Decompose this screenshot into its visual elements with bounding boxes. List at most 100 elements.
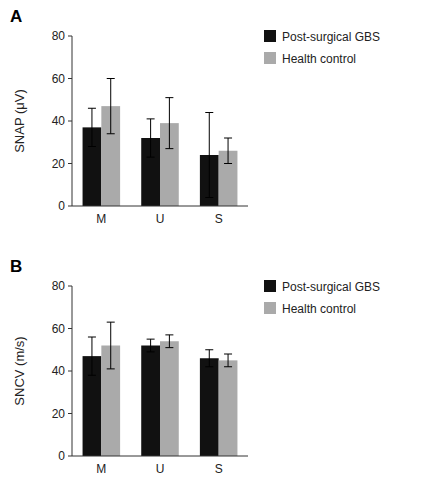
bars xyxy=(83,322,238,456)
error-cap xyxy=(107,133,115,134)
y-tick-label: 20 xyxy=(52,157,66,171)
error-cap xyxy=(165,334,173,335)
error-bar xyxy=(205,113,213,198)
y-tick xyxy=(68,286,72,287)
error-cap xyxy=(107,368,115,369)
x-tick-label: S xyxy=(215,462,223,476)
legend-swatch xyxy=(264,280,276,292)
x-axis-line xyxy=(72,206,248,207)
legend: Post-surgical GBS Health control xyxy=(264,280,380,316)
page: {"chart_data": [ {"type": "bar", "title"… xyxy=(0,0,421,500)
bar xyxy=(141,346,160,457)
error-bar xyxy=(165,335,173,348)
error-stem xyxy=(110,322,111,369)
error-cap xyxy=(224,163,232,164)
error-cap xyxy=(165,97,173,98)
y-tick xyxy=(68,328,72,329)
error-bar xyxy=(107,79,115,134)
error-stem xyxy=(228,354,229,367)
error-bar xyxy=(147,339,155,352)
legend-swatch xyxy=(264,52,276,64)
legend-label: Health control xyxy=(282,52,356,66)
bar xyxy=(200,358,219,456)
y-tick-label: 80 xyxy=(52,279,66,293)
y-tick-label: 0 xyxy=(58,449,65,463)
error-bar xyxy=(165,98,173,149)
error-cap xyxy=(224,366,232,367)
bar xyxy=(160,341,179,456)
error-cap xyxy=(147,118,155,119)
error-stem xyxy=(110,79,111,134)
y-tick xyxy=(68,163,72,164)
legend-swatch xyxy=(264,30,276,42)
error-cap xyxy=(88,108,96,109)
error-cap xyxy=(88,337,96,338)
y-tick-label: 80 xyxy=(52,29,66,43)
x-axis-line xyxy=(72,456,248,457)
error-cap xyxy=(205,112,213,113)
y-tick-label: 0 xyxy=(58,199,65,213)
y-tick xyxy=(68,121,72,122)
error-cap xyxy=(107,322,115,323)
panel: A 0 20 40 60 80 M U S SNAP (μV) Post-surgical GBS H… xyxy=(10,7,380,226)
error-stem xyxy=(169,98,170,149)
error-stem xyxy=(91,108,92,146)
error-stem xyxy=(209,113,210,198)
y-tick xyxy=(68,78,72,79)
y-tick-label: 40 xyxy=(52,364,66,378)
legend-label: Health control xyxy=(282,302,356,316)
chart-root: A 0 20 40 60 80 M U S SNAP (μV) Post-surgical GBS H… xyxy=(0,0,421,500)
legend-label: Post-surgical GBS xyxy=(282,280,380,294)
error-cap xyxy=(88,146,96,147)
error-cap xyxy=(205,349,213,350)
error-cap xyxy=(224,138,232,139)
error-cap xyxy=(147,339,155,340)
y-tick xyxy=(68,413,72,414)
error-cap xyxy=(205,197,213,198)
panel-label: B xyxy=(10,257,22,276)
error-stem xyxy=(91,337,92,375)
error-bar xyxy=(224,354,232,367)
error-bar xyxy=(88,108,96,146)
panel: B 0 20 40 60 80 M U S SNCV (m/s) Post-surgical GBS… xyxy=(10,257,380,476)
y-tick-label: 60 xyxy=(52,322,66,336)
error-bar xyxy=(147,119,155,157)
bar xyxy=(219,360,238,456)
error-cap xyxy=(224,354,232,355)
error-stem xyxy=(150,119,151,157)
y-tick xyxy=(68,371,72,372)
x-tick-label: U xyxy=(156,462,165,476)
y-axis-label: SNAP (μV) xyxy=(12,89,27,153)
error-stem xyxy=(228,138,229,164)
error-cap xyxy=(147,157,155,158)
error-stem xyxy=(169,335,170,348)
error-bar xyxy=(205,350,213,367)
error-cap xyxy=(205,366,213,367)
legend-swatch xyxy=(264,302,276,314)
legend: Post-surgical GBS Health control xyxy=(264,30,380,66)
x-tick-label: M xyxy=(96,462,106,476)
error-cap xyxy=(147,351,155,352)
y-tick-label: 40 xyxy=(52,114,66,128)
x-tick-label: M xyxy=(96,212,106,226)
error-cap xyxy=(165,347,173,348)
error-bar xyxy=(88,337,96,375)
error-stem xyxy=(209,350,210,367)
error-cap xyxy=(107,78,115,79)
error-cap xyxy=(165,148,173,149)
bars xyxy=(83,79,238,207)
legend-label: Post-surgical GBS xyxy=(282,30,380,44)
error-stem xyxy=(150,339,151,352)
y-axis-label: SNCV (m/s) xyxy=(12,336,27,405)
y-tick-label: 20 xyxy=(52,407,66,421)
error-bar xyxy=(224,138,232,164)
error-cap xyxy=(88,375,96,376)
y-tick xyxy=(68,206,72,207)
x-tick-label: U xyxy=(156,212,165,226)
y-tick-label: 60 xyxy=(52,72,66,86)
y-tick xyxy=(68,36,72,37)
y-tick xyxy=(68,456,72,457)
error-bar xyxy=(107,322,115,369)
x-tick-label: S xyxy=(215,212,223,226)
panel-label: A xyxy=(10,7,22,26)
